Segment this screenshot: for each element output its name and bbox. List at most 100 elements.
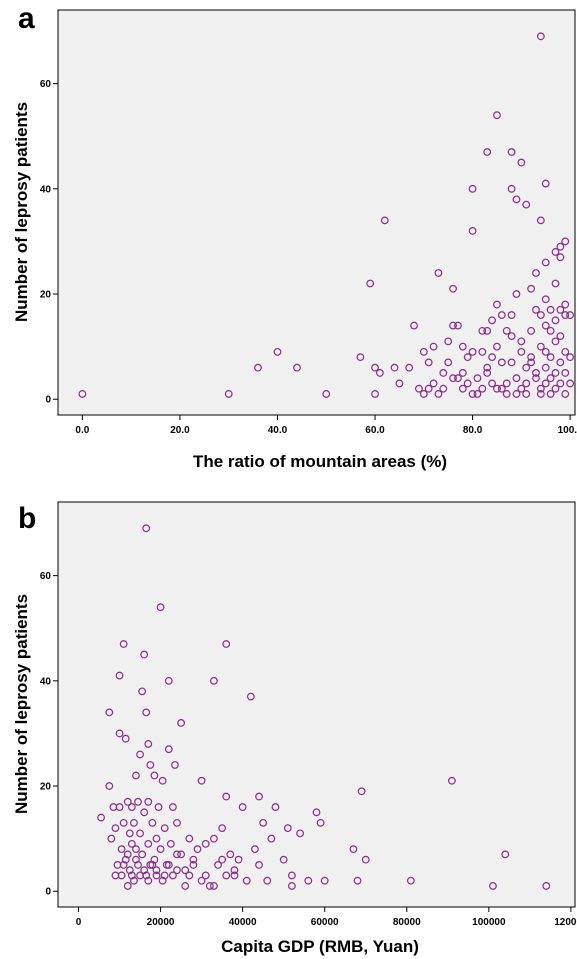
panel-b-data-point: [156, 603, 165, 612]
panel-b-data-point: [144, 839, 153, 848]
panel-b-data-point: [197, 876, 206, 885]
panel-a-data-point: [512, 390, 521, 398]
panel-a-data-point: [463, 379, 472, 388]
panel-a-data-point: [478, 384, 487, 393]
panel-a-x-axis-title: The ratio of mountain areas (%): [193, 452, 447, 471]
panel-a-data-point: [468, 184, 477, 193]
panel-a-data-point: [444, 337, 453, 346]
panel-a-data-point: [536, 342, 545, 351]
panel-a-data-point: [522, 379, 531, 388]
panel-b-data-point: [144, 876, 153, 885]
panel-b-data-point: [242, 876, 251, 885]
panel-a-data-point: [473, 374, 482, 383]
panel-a-data-point: [439, 384, 448, 393]
panel-b-data-point: [134, 797, 142, 806]
panel-b-data-point: [140, 866, 149, 875]
panel-a-letter: a: [18, 2, 35, 35]
panel-a-data-point: [536, 216, 545, 225]
panel-a-data-point: [449, 284, 457, 293]
panel-b-data-point: [119, 818, 128, 827]
panel-b-data-point: [158, 776, 167, 785]
panel-b-data-point: [127, 803, 136, 811]
panel-b-data-point: [542, 882, 551, 890]
panel-a-axes: 0.0 20.0 40.0 60.0 80.0 100.0 0 20 40 60: [40, 79, 577, 436]
panel-b-data-point: [136, 750, 144, 759]
panel-b-data-point: [144, 797, 153, 806]
panel-b-data-point: [154, 803, 163, 811]
panel-a-data-point: [488, 353, 496, 362]
panel-b-x-tick-label: 120000: [554, 917, 577, 928]
panel-a-data-point: [566, 311, 575, 319]
panel-b-data-point: [210, 882, 218, 890]
panel-a-data-point: [449, 321, 457, 330]
panel-a-data-point: [424, 358, 433, 367]
panel-a-data-point: [517, 384, 526, 393]
panel-a-data-point: [502, 390, 511, 398]
panel-a-y-tick-label: 40: [40, 184, 52, 195]
panel-a-y-tick-label: 60: [40, 79, 52, 90]
panel-b-data-point: [148, 861, 157, 869]
panel-a-data-point: [541, 379, 550, 388]
panel-a-y-tick-label: 0: [45, 395, 51, 406]
panel-a-x-tick-label: 60.0: [365, 425, 385, 436]
panel-a-x-tick-label: 0.0: [75, 425, 89, 436]
panel-b-data-point: [279, 855, 288, 864]
panel-b-data-point: [189, 855, 198, 864]
panel-a-data-point: [561, 390, 570, 398]
panel-a-data-point: [224, 390, 233, 398]
panel-a-data-point: [371, 363, 379, 372]
panel-a-data-point: [405, 363, 414, 372]
panel-b-data-point: [138, 850, 147, 859]
panel-b-data-point: [119, 640, 128, 648]
panel-a-data-point: [561, 369, 570, 377]
panel-b-data-point: [255, 861, 263, 869]
panel-b-data-point: [316, 818, 325, 827]
panel-a-data-point: [536, 311, 545, 319]
panel-b-data-point: [189, 861, 198, 869]
panel-b-data-point: [132, 771, 140, 780]
panel-b-data-point: [193, 845, 202, 854]
panel-b-data-point: [214, 861, 222, 869]
panel-b-data-point: [222, 871, 231, 880]
panel-b-y-tick-label: 60: [40, 571, 52, 582]
panel-a-data-point: [536, 384, 545, 393]
panel-a-data-point: [502, 326, 511, 335]
panel-a-data-point: [546, 353, 555, 362]
panel-b-data-point: [136, 871, 144, 880]
panel-a-data-point: [527, 358, 536, 367]
panel-b-data-point: [107, 834, 116, 843]
panel-a-data-point: [434, 269, 443, 277]
panel-b-data-point: [105, 782, 114, 790]
panel-b-data-point: [185, 834, 194, 843]
panel-b-data-point: [448, 776, 456, 785]
panel-a-data-point: [468, 227, 477, 235]
panel-a-data-point: [517, 337, 526, 346]
panel-a-data-point: [419, 390, 428, 398]
panel-b-data-point: [127, 871, 136, 880]
panel-a-data-point: [536, 32, 545, 41]
panel-a-data-point: [483, 148, 492, 156]
panel-a-x-tick-label: 80.0: [463, 425, 483, 436]
panel-b-data-point: [97, 813, 105, 822]
panel-a-data-point: [551, 337, 560, 346]
panel-a-data-point: [541, 347, 550, 356]
panel-b-scatter: b 0 20000 40000 60000 80000 100000 120000 0 20 40…: [12, 501, 577, 956]
panel-b-data-point: [125, 829, 134, 838]
panel-a-data-point: [561, 347, 570, 356]
panel-a-data-point: [541, 179, 550, 188]
panel-b-letter: b: [18, 502, 36, 535]
panel-b-data-point: [111, 871, 120, 880]
panel-b-data-point: [115, 803, 124, 811]
panel-a-data-point: [527, 284, 536, 293]
panel-a-data-point: [390, 363, 399, 372]
panel-b-data-point: [205, 882, 214, 890]
panel-b-data-point: [123, 850, 132, 859]
panel-a-data-point: [415, 384, 423, 393]
panel-b-data-point: [173, 850, 181, 859]
panel-a-data-point: [527, 353, 536, 362]
panel-a-data-point: [522, 363, 531, 372]
panel-a-data-point: [371, 390, 379, 398]
panel-b-data-point: [201, 839, 210, 848]
panel-b-data-point: [158, 876, 167, 885]
